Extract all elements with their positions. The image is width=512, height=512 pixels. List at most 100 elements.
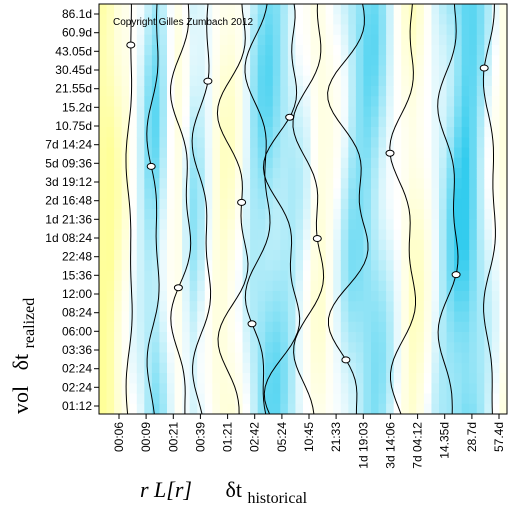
- heatmap-cell: [182, 403, 191, 414]
- heatmap-cell: [144, 362, 153, 374]
- heatmap-cell: [348, 260, 357, 272]
- heatmap-cell: [446, 178, 455, 190]
- heatmap-cell: [272, 239, 281, 251]
- heatmap-cell: [167, 127, 176, 138]
- heatmap-cell: [355, 147, 365, 159]
- heatmap-cell: [151, 96, 161, 108]
- heatmap-cell: [106, 96, 115, 108]
- heatmap-cell: [310, 403, 319, 414]
- heatmap-cell: [204, 209, 213, 220]
- heatmap-cell: [499, 157, 507, 169]
- heatmap-cell: [121, 342, 130, 354]
- heatmap-cell: [318, 373, 327, 384]
- heatmap-cell: [386, 260, 395, 272]
- heatmap-cell: [476, 332, 485, 343]
- contour-marker: [341, 356, 351, 364]
- heatmap-cell: [386, 157, 395, 169]
- heatmap-cell: [363, 45, 372, 56]
- heatmap-cell: [159, 188, 168, 200]
- heatmap-cell: [454, 280, 463, 292]
- heatmap-cell: [265, 393, 274, 405]
- heatmap-cell: [408, 147, 417, 159]
- heatmap-cell: [250, 45, 259, 56]
- heatmap-cell: [333, 219, 342, 231]
- heatmap-cell: [167, 291, 176, 302]
- heatmap-cell: [340, 291, 349, 302]
- heatmap-cell: [340, 168, 349, 179]
- heatmap-cell: [340, 157, 349, 169]
- heatmap-cell: [129, 239, 138, 251]
- contour-line: [169, 4, 192, 414]
- heatmap-cell: [174, 393, 183, 405]
- heatmap-cell: [114, 106, 123, 118]
- heatmap-cell: [386, 301, 395, 313]
- heatmap-cell: [393, 55, 402, 67]
- heatmap-cell: [182, 219, 191, 231]
- heatmap-cell: [491, 24, 501, 36]
- heatmap-cell: [272, 342, 281, 354]
- x-axis-title-subscript: historical: [247, 490, 307, 507]
- heatmap-cell: [106, 209, 115, 220]
- heatmap-cell: [295, 291, 304, 302]
- heatmap-cell: [106, 34, 115, 46]
- heatmap-cell: [227, 86, 236, 97]
- heatmap-cell: [106, 403, 115, 414]
- heatmap-cell: [219, 301, 229, 313]
- heatmap-cell: [476, 96, 485, 108]
- heatmap-cell: [325, 137, 334, 149]
- heatmap-cell: [167, 219, 176, 231]
- heatmap-cell: [265, 106, 274, 118]
- heatmap-cell: [287, 188, 297, 200]
- heatmap-cell: [454, 147, 463, 159]
- heatmap-cell: [393, 127, 402, 138]
- heatmap-cell: [265, 127, 274, 138]
- heatmap-cell: [401, 178, 410, 190]
- heatmap-cell: [227, 321, 236, 333]
- heatmap-cell: [189, 96, 198, 108]
- heatmap-cell: [99, 219, 108, 231]
- heatmap-cell: [310, 270, 319, 282]
- heatmap-cell: [423, 24, 433, 36]
- heatmap-cell: [408, 393, 417, 405]
- heatmap-cell: [174, 229, 183, 241]
- heatmap-cell: [235, 239, 244, 251]
- heatmap-cell: [318, 403, 327, 414]
- heatmap-cell: [167, 65, 176, 77]
- heatmap-cell: [204, 403, 213, 414]
- heatmap-cell: [325, 239, 334, 251]
- heatmap-cell: [446, 291, 455, 302]
- heatmap-cell: [439, 332, 448, 343]
- heatmap-cell: [393, 178, 402, 190]
- heatmap-cell: [99, 332, 108, 343]
- heatmap-cell: [136, 209, 145, 220]
- heatmap-cell: [250, 137, 259, 149]
- heatmap-cell: [439, 229, 448, 241]
- heatmap-cell: [476, 342, 485, 354]
- heatmap-cell: [439, 393, 448, 405]
- heatmap-cell: [371, 137, 380, 149]
- heatmap-cell: [499, 403, 507, 414]
- heatmap-cell: [121, 260, 130, 272]
- heatmap-cell: [265, 291, 274, 302]
- y-tick-label: 22:48: [62, 250, 92, 264]
- heatmap-cell: [491, 34, 501, 46]
- heatmap-cell: [189, 332, 198, 343]
- heatmap-cell: [303, 106, 312, 118]
- heatmap-cell: [386, 239, 395, 251]
- heatmap-cell: [469, 383, 478, 395]
- heatmap-cell: [416, 65, 425, 77]
- heatmap-cell: [340, 301, 349, 313]
- heatmap-cell: [416, 168, 425, 179]
- heatmap-cell: [393, 229, 402, 241]
- heatmap-cell: [461, 127, 470, 138]
- heatmap-cell: [408, 209, 417, 220]
- heatmap-cell: [355, 291, 365, 302]
- heatmap-cell: [189, 301, 198, 313]
- heatmap-cell: [355, 373, 365, 384]
- heatmap-cell: [318, 270, 327, 282]
- heatmap-cell: [280, 362, 289, 374]
- heatmap-cell: [182, 14, 191, 26]
- heatmap-cell: [257, 219, 266, 231]
- heatmap-cell: [114, 127, 123, 138]
